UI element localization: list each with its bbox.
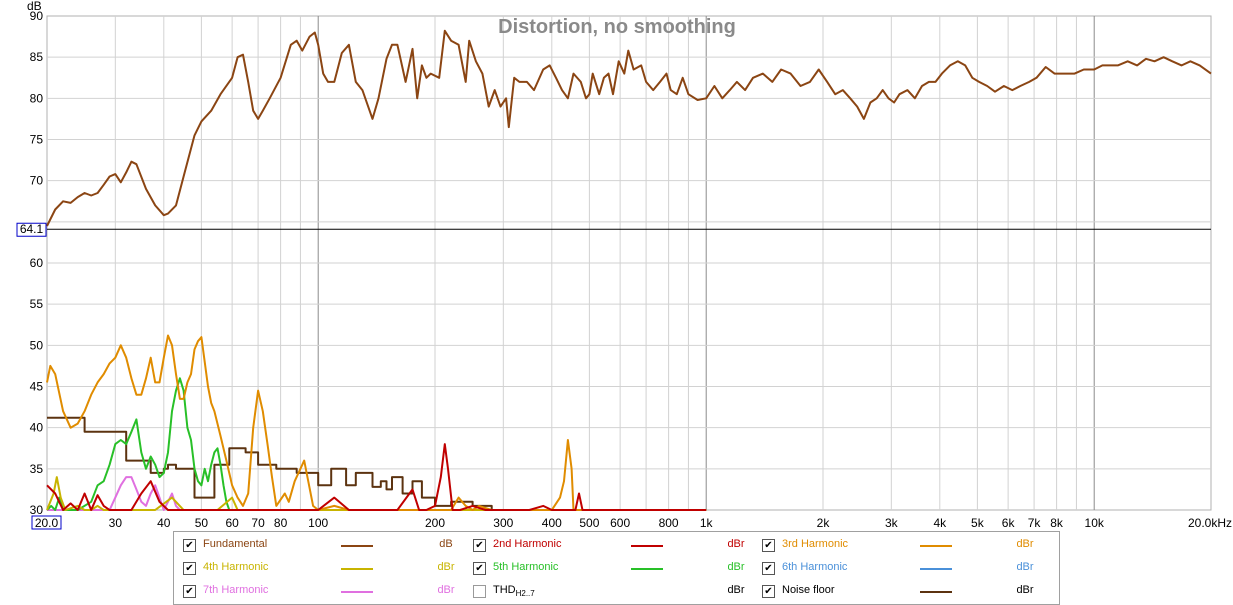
x-tick-label: 30 xyxy=(109,516,123,530)
legend-label: 5th Harmonic xyxy=(493,561,559,573)
legend-label: Noise floor xyxy=(782,584,835,596)
legend-unit: dBr xyxy=(727,584,745,596)
legend-line-swatch xyxy=(920,591,952,593)
series-line-4th-harmonic xyxy=(46,476,707,511)
legend-line-swatch xyxy=(341,591,373,593)
x-tick-label: 6k xyxy=(1002,516,1016,530)
legend-checkbox[interactable]: ✔ xyxy=(762,539,775,552)
legend-unit: dB xyxy=(439,538,453,550)
x-tick-label: 10k xyxy=(1085,516,1105,530)
legend-unit: dBr xyxy=(1016,584,1034,596)
legend-item: THDH2..7 dBr xyxy=(473,583,758,603)
y-tick-label: 85 xyxy=(30,50,44,64)
legend-line-swatch xyxy=(341,568,373,570)
legend-line-swatch xyxy=(920,545,952,547)
x-tick-label: 400 xyxy=(542,516,562,530)
x-tick-label: 8k xyxy=(1050,516,1064,530)
y-tick-label: 55 xyxy=(30,297,44,311)
legend-item: ✔ 5th Harmonic dBr xyxy=(473,560,758,580)
legend-unit: dBr xyxy=(1016,561,1034,573)
legend-checkbox[interactable]: ✔ xyxy=(473,539,486,552)
x-tick-label: 80 xyxy=(274,516,288,530)
x-tick-labels: 30 40 50 60 70 80 100 200 300 400 500 600 800 1k 2k 3k 4… xyxy=(109,516,1232,530)
cursor-y-readout-box xyxy=(16,222,47,237)
x-tick-label: 7k xyxy=(1028,516,1042,530)
distortion-chart: Distortion, no smoothing dB 30 35 40 45 50 55… xyxy=(16,0,1232,530)
legend-unit: dBr xyxy=(727,561,745,573)
legend-unit: dBr xyxy=(437,561,455,573)
legend-label: Fundamental xyxy=(203,538,268,550)
legend-label-subscript: H2..7 xyxy=(515,589,535,598)
legend-label: THDH2..7 xyxy=(493,584,535,598)
cursor-y-readout: 64.1 xyxy=(20,222,44,236)
y-tick-label: 35 xyxy=(30,462,44,476)
series-line-7th-harmonic xyxy=(47,476,707,511)
series-line-3rd-harmonic xyxy=(46,334,707,511)
legend-checkbox[interactable]: ✔ xyxy=(183,562,196,575)
legend-label: 6th Harmonic xyxy=(782,561,848,573)
y-tick-label: 60 xyxy=(30,256,44,270)
x-tick-label: 5k xyxy=(971,516,985,530)
chart-title: Distortion, no smoothing xyxy=(498,16,736,38)
y-tick-label: 90 xyxy=(30,9,44,23)
legend-label: 7th Harmonic xyxy=(203,584,269,596)
legend-checkbox[interactable]: ✔ xyxy=(762,585,775,598)
cursor-x-readout-box xyxy=(31,515,62,530)
x-tick-label: 70 xyxy=(251,516,265,530)
y-tick-label: 80 xyxy=(30,91,44,105)
legend-item: ✔ Fundamental dB xyxy=(183,537,468,557)
y-tick-label: 45 xyxy=(30,380,44,394)
x-tick-label: 50 xyxy=(195,516,209,530)
legend-item: ✔ 4th Harmonic dBr xyxy=(183,560,468,580)
series-line-5th-harmonic xyxy=(46,377,707,511)
series-line-fundamental xyxy=(46,29,1212,227)
legend-label: 4th Harmonic xyxy=(203,561,269,573)
series-lines xyxy=(46,29,1212,511)
y-tick-label: 40 xyxy=(30,421,44,435)
legend-panel: ✔ Fundamental dB ✔ 2nd Harmonic dBr ✔ 3rd Harmo… xyxy=(173,531,1060,605)
x-tick-label: 600 xyxy=(610,516,630,530)
legend-line-swatch xyxy=(631,568,663,570)
legend-unit: dBr xyxy=(1016,538,1034,550)
x-tick-label: 100 xyxy=(308,516,328,530)
legend-item: ✔ Noise floor dBr xyxy=(762,583,1047,603)
cursor-x-readout: 20.0 xyxy=(35,516,59,530)
legend-checkbox[interactable]: ✔ xyxy=(762,562,775,575)
series-line-2nd-harmonic xyxy=(46,443,707,511)
legend-unit: dBr xyxy=(727,538,745,550)
grid-lines xyxy=(47,16,1211,510)
legend-checkbox[interactable]: ✔ xyxy=(183,585,196,598)
legend-item: ✔ 3rd Harmonic dBr xyxy=(762,537,1047,557)
legend-label: 3rd Harmonic xyxy=(782,538,849,550)
y-axis-label: dB xyxy=(27,0,42,13)
legend-unit: dBr xyxy=(437,584,455,596)
legend-line-swatch xyxy=(341,545,373,547)
legend-checkbox[interactable]: ✔ xyxy=(183,539,196,552)
legend-item: ✔ 6th Harmonic dBr xyxy=(762,560,1047,580)
legend-item: ✔ 7th Harmonic dBr xyxy=(183,583,468,603)
x-tick-label: 500 xyxy=(579,516,599,530)
x-tick-label: 1k xyxy=(700,516,714,530)
legend-checkbox[interactable] xyxy=(473,585,486,598)
x-tick-label: 20.0kHz xyxy=(1188,516,1232,530)
series-line-noise-floor xyxy=(47,416,493,510)
x-tick-label: 60 xyxy=(225,516,239,530)
x-tick-label: 800 xyxy=(659,516,679,530)
x-tick-label: 4k xyxy=(933,516,947,530)
y-tick-label: 30 xyxy=(30,503,44,517)
y-tick-labels: 30 35 40 45 50 55 60 70 75 80 85 90 xyxy=(30,9,44,517)
x-tick-label: 200 xyxy=(425,516,445,530)
y-tick-label: 70 xyxy=(30,174,44,188)
legend-line-swatch xyxy=(920,568,952,570)
x-tick-label: 3k xyxy=(885,516,899,530)
x-tick-label: 40 xyxy=(157,516,171,530)
x-tick-label: 2k xyxy=(817,516,831,530)
y-tick-label: 75 xyxy=(30,133,44,147)
legend-label: 2nd Harmonic xyxy=(493,538,562,550)
legend-checkbox[interactable]: ✔ xyxy=(473,562,486,575)
x-tick-label: 300 xyxy=(493,516,513,530)
legend-item: ✔ 2nd Harmonic dBr xyxy=(473,537,758,557)
legend-line-swatch xyxy=(631,545,663,547)
y-tick-label: 50 xyxy=(30,338,44,352)
